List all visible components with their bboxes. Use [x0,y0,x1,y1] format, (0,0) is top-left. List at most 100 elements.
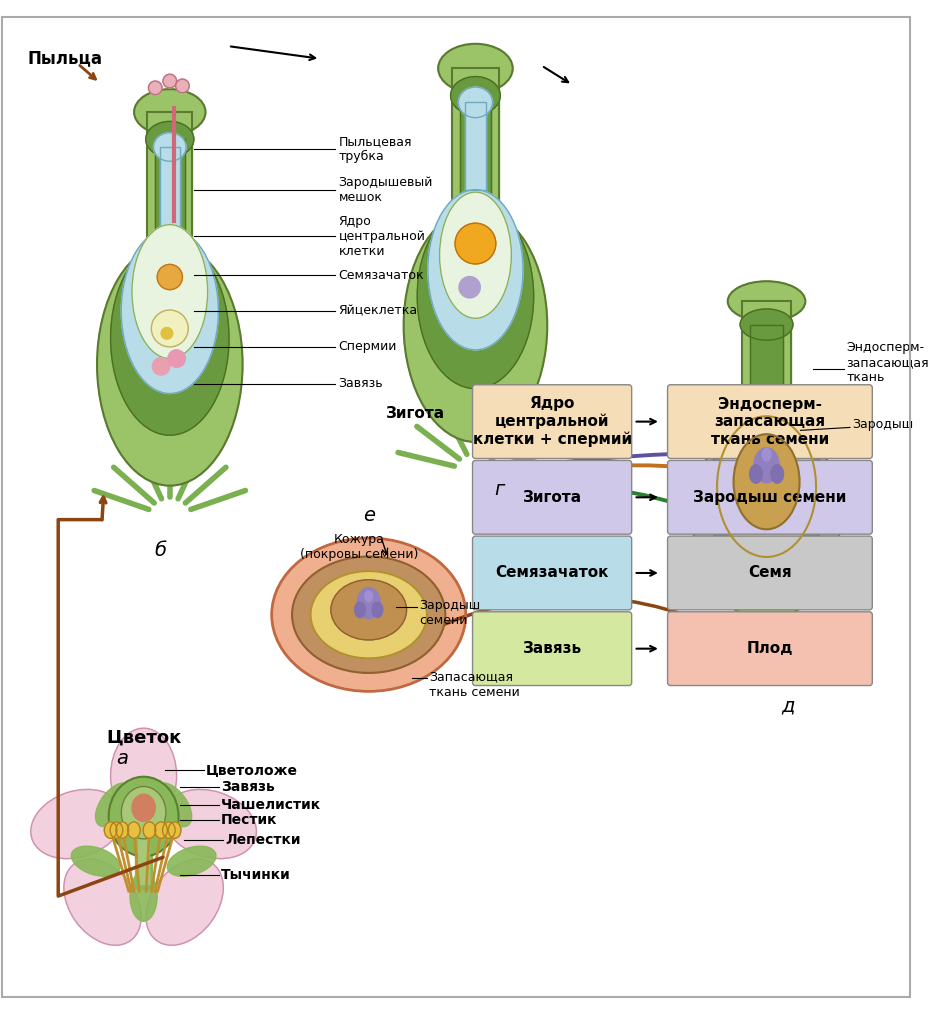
Ellipse shape [110,822,123,839]
Ellipse shape [272,538,465,692]
Bar [160,147,180,228]
Ellipse shape [740,309,793,341]
Text: Плод: Плод [746,641,793,656]
Ellipse shape [354,602,366,618]
Circle shape [151,310,188,347]
Ellipse shape [111,241,229,435]
Ellipse shape [728,281,806,321]
Text: Завязь: Завязь [338,377,384,390]
Text: Зигота: Зигота [523,490,582,505]
Circle shape [459,277,480,298]
Ellipse shape [331,580,407,640]
Ellipse shape [121,787,166,839]
Text: Зародышевый
мешок: Зародышевый мешок [338,175,433,204]
Bar [138,821,149,884]
Ellipse shape [155,822,167,839]
Text: Зародыш: Зародыш [852,418,913,431]
Bar [464,102,486,190]
Ellipse shape [717,417,816,557]
Text: е: е [363,506,375,524]
Text: Ядро
центральной
клетки + спермий: Ядро центральной клетки + спермий [473,396,632,447]
Ellipse shape [31,790,123,859]
FancyBboxPatch shape [473,536,632,609]
Bar [750,324,783,414]
Circle shape [455,223,495,264]
Bar [743,301,791,416]
Ellipse shape [754,448,779,483]
Circle shape [152,358,170,375]
Bar [743,301,791,416]
Ellipse shape [143,822,156,839]
Ellipse shape [167,846,216,876]
Ellipse shape [168,822,181,839]
Ellipse shape [459,87,493,118]
Ellipse shape [365,591,372,601]
Text: Ядро
центральной
клетки: Ядро центральной клетки [338,215,426,258]
Bar [160,147,180,228]
Text: Запасающая
ткань семени: Запасающая ткань семени [429,670,520,699]
Ellipse shape [146,122,194,157]
Text: Эндосперм-
запасающая
ткань семени: Эндосперм- запасающая ткань семени [711,396,829,446]
Text: Цветок: Цветок [106,729,181,746]
Ellipse shape [310,571,427,658]
Text: д: д [781,697,794,716]
Bar [148,113,192,243]
Text: Семязачаток: Семязачаток [338,269,424,282]
Circle shape [157,265,182,290]
Ellipse shape [428,190,523,350]
Ellipse shape [132,794,155,821]
Text: Зародыш
семени: Зародыш семени [419,598,480,627]
Ellipse shape [71,846,120,876]
Ellipse shape [417,204,534,388]
FancyBboxPatch shape [667,536,872,609]
Circle shape [161,328,173,339]
Ellipse shape [97,243,243,486]
Ellipse shape [762,448,771,461]
FancyBboxPatch shape [667,460,872,534]
Text: Семя: Семя [748,566,791,580]
Text: Спермии: Спермии [338,341,397,354]
Ellipse shape [440,192,511,318]
Text: Лепестки: Лепестки [225,832,301,847]
Ellipse shape [116,822,129,839]
Text: Пестик: Пестик [221,813,277,827]
Bar [155,139,185,241]
Text: Тычинки: Тычинки [221,868,291,882]
Ellipse shape [708,414,825,579]
Ellipse shape [733,434,800,529]
Ellipse shape [357,587,381,619]
Ellipse shape [132,879,155,889]
Text: Пыльцевая
трубка: Пыльцевая трубка [338,135,412,163]
Ellipse shape [64,859,141,945]
Circle shape [163,74,177,88]
FancyBboxPatch shape [473,611,632,685]
Ellipse shape [146,859,224,945]
Text: а: а [117,749,128,769]
Text: Зародыш семени: Зародыш семени [693,490,847,505]
Text: Эндосперм-
запасающая
ткань: Эндосперм- запасающая ткань [846,341,929,384]
Ellipse shape [372,602,383,618]
Ellipse shape [749,464,762,484]
Ellipse shape [771,464,784,484]
Ellipse shape [128,822,140,839]
Ellipse shape [130,871,157,922]
FancyBboxPatch shape [473,460,632,534]
Bar [452,68,499,209]
Bar [460,95,491,204]
Ellipse shape [121,228,218,393]
Ellipse shape [104,822,117,839]
Text: Цветоложе: Цветоложе [206,763,298,777]
Ellipse shape [96,783,133,826]
Ellipse shape [155,783,192,826]
Bar [750,324,783,414]
Text: Семязачаток: Семязачаток [495,566,609,580]
Text: Яйцеклетка: Яйцеклетка [338,304,417,317]
Text: Завязь: Завязь [221,781,275,794]
Ellipse shape [134,89,206,135]
Bar [155,139,185,241]
Ellipse shape [163,822,175,839]
Text: Зигота: Зигота [385,406,445,421]
Text: г: г [494,481,505,499]
Ellipse shape [403,209,547,442]
Bar [452,68,499,209]
